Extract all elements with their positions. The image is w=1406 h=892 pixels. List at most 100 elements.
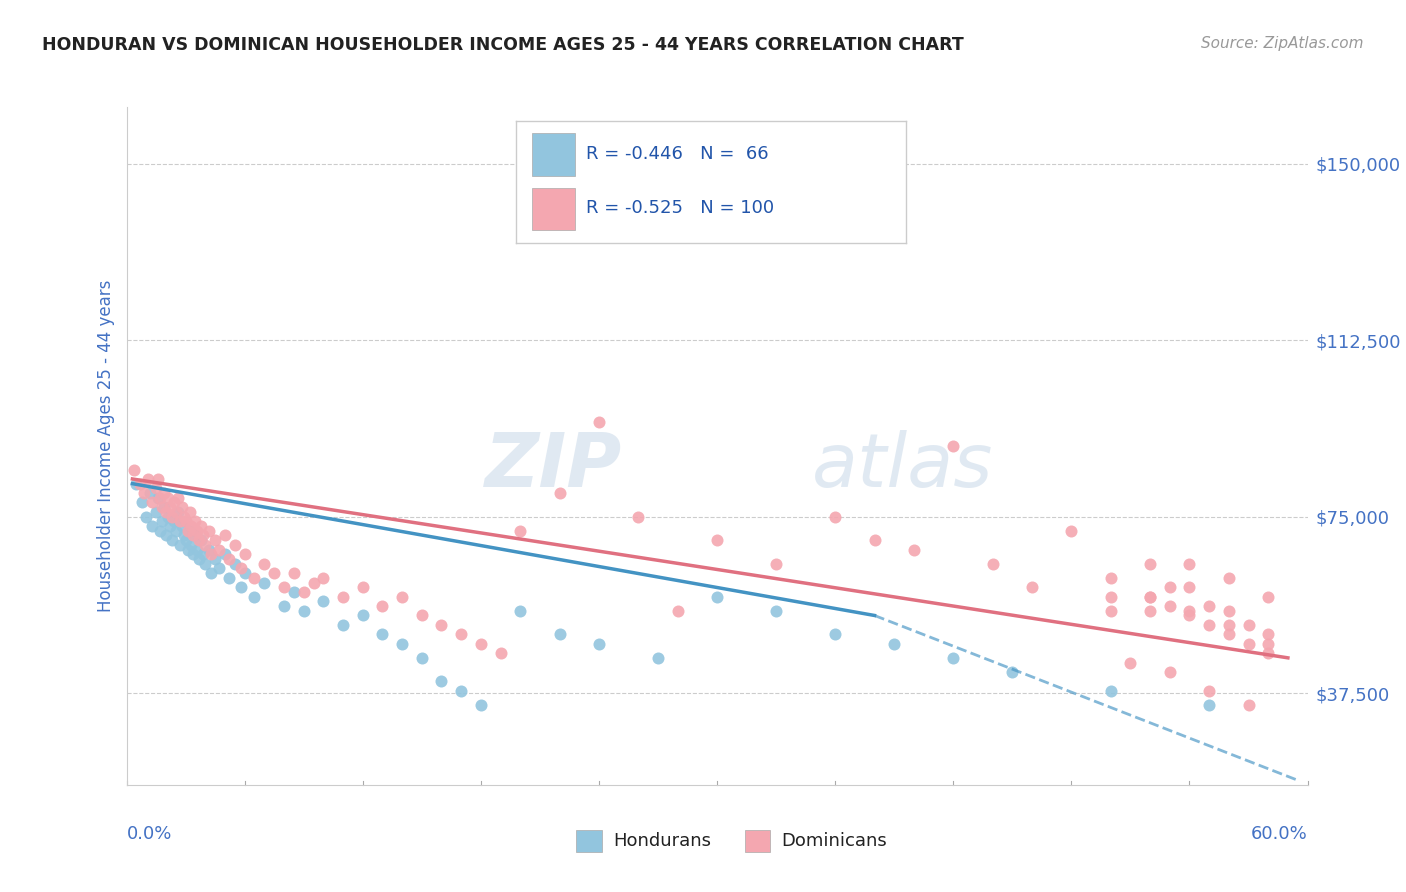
Point bbox=[1159, 580, 1181, 594]
Point bbox=[883, 637, 905, 651]
Point bbox=[159, 500, 181, 515]
Point bbox=[180, 519, 202, 533]
Point bbox=[208, 561, 231, 575]
Point bbox=[1218, 627, 1240, 641]
Point bbox=[173, 528, 195, 542]
Point bbox=[179, 524, 201, 538]
Point bbox=[184, 528, 207, 542]
Point bbox=[1198, 599, 1220, 613]
Point bbox=[218, 552, 240, 566]
Point bbox=[489, 646, 512, 660]
Point bbox=[470, 698, 492, 712]
Point bbox=[141, 519, 163, 533]
Point bbox=[173, 509, 195, 524]
Point bbox=[174, 533, 197, 548]
Point bbox=[156, 509, 179, 524]
Point bbox=[1159, 665, 1181, 679]
Point bbox=[183, 528, 205, 542]
Point bbox=[194, 557, 217, 571]
Point bbox=[1178, 557, 1201, 571]
Point bbox=[1139, 557, 1161, 571]
Point bbox=[188, 552, 211, 566]
Point bbox=[627, 509, 650, 524]
Point bbox=[169, 514, 191, 528]
Point bbox=[1257, 637, 1279, 651]
Point bbox=[169, 538, 191, 552]
Point bbox=[1257, 627, 1279, 641]
Point bbox=[1001, 665, 1024, 679]
Point bbox=[863, 533, 886, 548]
Point bbox=[765, 557, 787, 571]
Point bbox=[183, 547, 205, 561]
Point bbox=[1139, 604, 1161, 618]
Point bbox=[1218, 604, 1240, 618]
Point bbox=[186, 542, 208, 557]
Point bbox=[1159, 599, 1181, 613]
Point bbox=[430, 618, 453, 632]
Point bbox=[263, 566, 285, 581]
Point bbox=[149, 491, 172, 505]
Point bbox=[253, 575, 276, 590]
Point bbox=[706, 590, 728, 604]
Point bbox=[824, 627, 846, 641]
Point bbox=[139, 486, 162, 500]
Point bbox=[229, 580, 252, 594]
Point bbox=[371, 599, 394, 613]
Point bbox=[146, 472, 169, 486]
Point bbox=[136, 472, 159, 486]
Point bbox=[190, 519, 212, 533]
Point bbox=[509, 524, 531, 538]
Point bbox=[204, 552, 226, 566]
Point bbox=[903, 542, 925, 557]
Point bbox=[200, 566, 222, 581]
Point bbox=[647, 651, 669, 665]
Point bbox=[166, 491, 188, 505]
Point bbox=[176, 524, 198, 538]
Point bbox=[765, 604, 787, 618]
Point bbox=[179, 505, 201, 519]
Point bbox=[153, 486, 176, 500]
Text: HONDURAN VS DOMINICAN HOUSEHOLDER INCOME AGES 25 - 44 YEARS CORRELATION CHART: HONDURAN VS DOMINICAN HOUSEHOLDER INCOME… bbox=[42, 36, 965, 54]
Point bbox=[391, 590, 413, 604]
Point bbox=[229, 561, 252, 575]
Point bbox=[1178, 604, 1201, 618]
Point bbox=[188, 533, 211, 548]
Point bbox=[208, 542, 231, 557]
Point bbox=[193, 528, 215, 542]
Point bbox=[150, 500, 173, 515]
Point bbox=[666, 604, 689, 618]
Point bbox=[149, 524, 172, 538]
Point bbox=[1237, 637, 1260, 651]
Point bbox=[155, 528, 177, 542]
Point bbox=[193, 547, 215, 561]
Point bbox=[292, 604, 315, 618]
Point bbox=[135, 509, 157, 524]
Point bbox=[186, 524, 208, 538]
Point bbox=[824, 509, 846, 524]
Point bbox=[163, 514, 186, 528]
Point bbox=[1119, 656, 1142, 670]
Point bbox=[165, 505, 187, 519]
Point bbox=[165, 524, 187, 538]
Text: Hondurans: Hondurans bbox=[613, 831, 711, 850]
Point bbox=[302, 575, 325, 590]
Point bbox=[145, 505, 167, 519]
Point bbox=[1099, 604, 1122, 618]
Point bbox=[1257, 646, 1279, 660]
Point bbox=[371, 627, 394, 641]
Point bbox=[273, 580, 295, 594]
Point bbox=[292, 585, 315, 599]
Point bbox=[273, 599, 295, 613]
Point bbox=[204, 533, 226, 548]
Point bbox=[1198, 698, 1220, 712]
Point bbox=[411, 608, 433, 623]
Point bbox=[1060, 524, 1083, 538]
Point bbox=[141, 495, 163, 509]
Point bbox=[160, 509, 183, 524]
Point bbox=[1198, 618, 1220, 632]
Point bbox=[411, 651, 433, 665]
Point bbox=[224, 557, 246, 571]
Point bbox=[190, 533, 212, 548]
Point bbox=[131, 495, 153, 509]
Point bbox=[470, 637, 492, 651]
